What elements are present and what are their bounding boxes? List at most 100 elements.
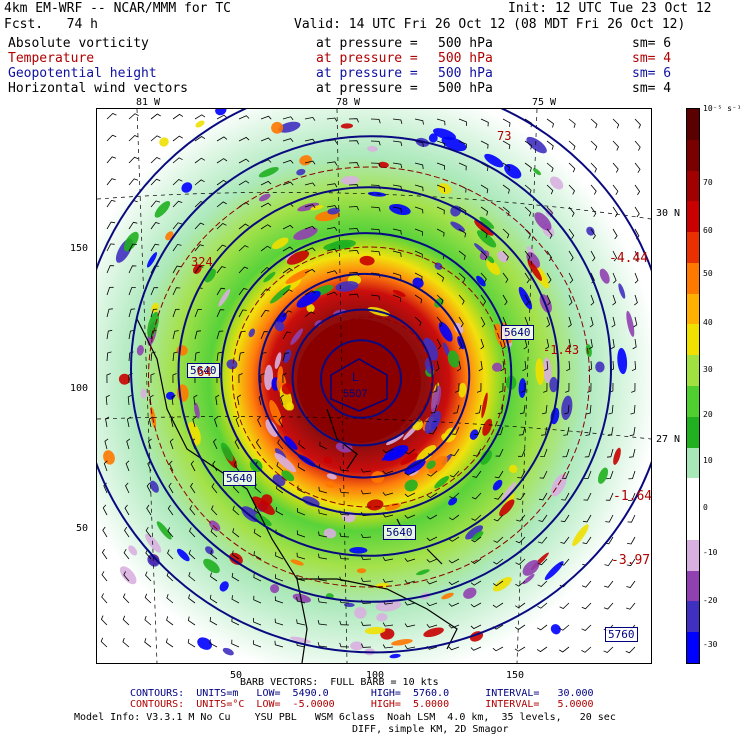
temp-label: -1.64 [613,489,652,504]
wind-barb [559,602,570,609]
wind-barb [326,205,338,210]
wind-barb [148,416,153,428]
wind-barb [436,162,445,170]
wind-barb [282,267,294,274]
wind-barb [209,594,218,604]
wind-barb [448,580,460,586]
wind-barb [566,360,571,372]
wind-barb [260,288,271,296]
wind-barb [103,460,108,472]
vorticity-band [526,136,547,154]
wind-barb [480,294,487,306]
vorticity-band [323,528,337,539]
wind-barb [453,404,460,414]
colorbar-segment [687,447,699,479]
vorticity-band [376,613,388,622]
vorticity-band [423,627,444,638]
wind-barb [234,438,240,450]
wind-barb [238,351,245,362]
wind-barb [370,206,381,212]
wind-barb [392,250,402,258]
field-name: Horizontal wind vectors [8,81,189,96]
wind-barb [632,338,637,350]
wind-barb [128,265,137,274]
vorticity-band [349,546,368,554]
wind-barb [524,184,532,195]
vorticity-band [296,168,306,176]
temp-label: -3.97 [611,553,651,568]
vorticity-band [248,328,255,338]
wind-barb [605,514,614,523]
colorbar-tick-label: 20 [703,410,713,419]
wind-barb [216,287,226,296]
vorticity-band [518,286,533,310]
wind-barb [370,118,381,124]
vorticity-band [340,175,360,185]
wind-barb [502,184,510,194]
wind-barb [167,549,174,560]
wind-barb [348,228,360,233]
wind-barb [216,266,226,274]
wind-barb [404,623,416,628]
vorticity-band [187,421,201,446]
wind-barb [458,294,465,305]
vorticity-band [220,442,234,462]
wind-barb [210,527,218,538]
wind-barb [339,532,350,538]
wind-barb [539,470,548,479]
wind-barb [148,438,152,450]
wind-barb [458,272,466,283]
wind-barb [405,448,416,455]
colorbar-unit: 10⁻⁵ s⁻¹ [703,104,740,113]
wind-barb [430,404,438,414]
wind-barb [502,162,511,172]
vorticity-band [586,226,595,236]
wind-barb [238,158,250,164]
wind-barb [278,416,284,428]
wind-barb [348,140,359,145]
wind-barb [194,179,205,186]
wind-barb [590,118,598,129]
wind-barb [360,533,372,539]
wind-barb [448,646,460,651]
wind-barb [426,536,438,542]
wind-barb [392,118,403,124]
wind-barb [304,247,316,252]
wind-barb [608,404,614,415]
wind-barb [172,157,183,164]
wind-barb [260,331,269,340]
wind-barb [128,330,135,340]
wind-barb [255,438,262,450]
map-panel: L 5507 5640 5640 5640 5640 5760 -4.44 -1… [96,108,652,664]
vorticity-band [271,121,284,134]
wind-barb [168,482,174,494]
wind-barb [480,140,489,149]
wind-barb [392,272,402,280]
colorbar-tick-label: 50 [703,269,713,278]
wind-barb [436,294,444,305]
wind-barb [257,416,262,428]
wind-barb [564,404,570,415]
wind-barb [436,228,445,237]
wind-barb [515,558,526,565]
wind-barb [524,162,532,172]
wind-barb [193,394,198,406]
wind-barb [317,575,328,582]
wind-barb [169,438,174,450]
wind-barb [192,416,197,428]
colorbar-tick-label: -10 [703,548,718,557]
wind-barb [382,513,394,518]
colorbar-segment [687,109,699,141]
wind-barb [326,291,338,296]
wind-barb [172,113,184,120]
wind-barb [253,528,262,538]
wind-barb [538,514,548,522]
wind-barb [630,404,636,415]
wind-barb [476,382,482,393]
colorbar-tick-label: -30 [703,640,718,649]
wind-barb [480,118,489,127]
wind-barb [382,622,394,627]
vorticity-band [335,281,359,292]
wind-barb [524,250,531,261]
wind-barb [274,596,284,604]
